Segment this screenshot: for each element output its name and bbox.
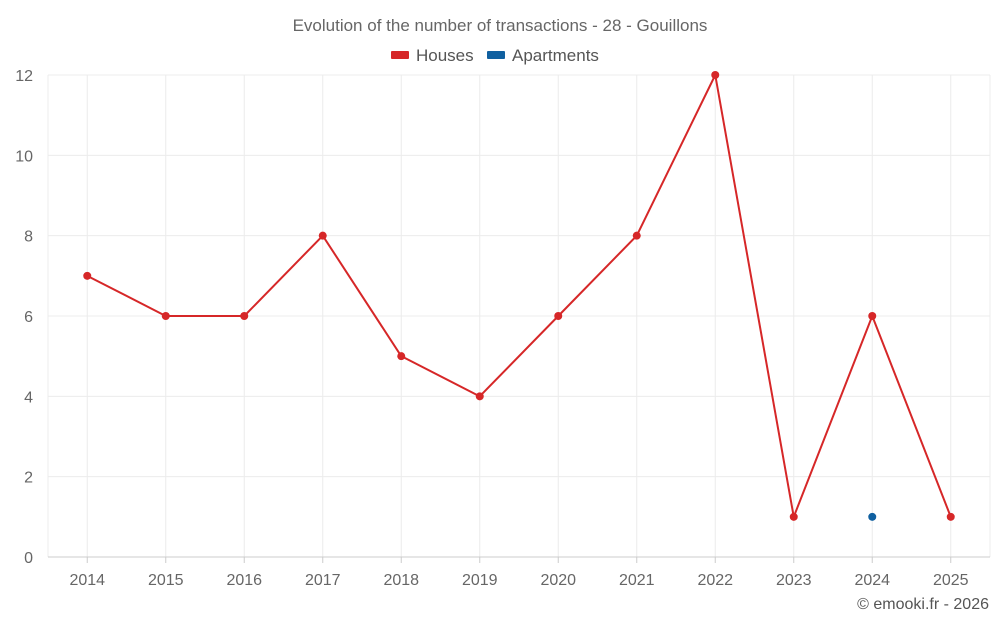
y-tick-label: 10 xyxy=(15,148,33,165)
data-point-houses[interactable] xyxy=(946,512,955,521)
data-point-houses[interactable] xyxy=(554,312,563,320)
x-tick-label: 2017 xyxy=(305,572,341,589)
x-tick-label: 2019 xyxy=(462,572,498,589)
y-tick-label: 2 xyxy=(24,470,33,487)
data-point-houses[interactable] xyxy=(789,512,798,521)
y-tick-label: 4 xyxy=(24,389,33,406)
legend-label-apartments: Apartments xyxy=(512,46,599,65)
legend: Houses Apartments xyxy=(391,46,599,65)
series-apartments xyxy=(868,512,877,521)
legend-swatch-houses xyxy=(391,51,409,59)
legend-item-apartments[interactable]: Apartments xyxy=(487,46,599,65)
x-tick-label: 2022 xyxy=(697,572,733,589)
y-tick-label: 0 xyxy=(24,550,33,567)
chart-title: Evolution of the number of transactions … xyxy=(293,16,708,35)
credit-text: © emooki.fr - 2026 xyxy=(857,596,989,613)
y-tick-label: 8 xyxy=(24,229,33,246)
series-houses xyxy=(83,71,955,521)
data-point-houses[interactable] xyxy=(240,312,249,320)
x-tick-label: 2014 xyxy=(69,572,105,589)
x-tick-label: 2024 xyxy=(854,572,890,589)
data-point-houses[interactable] xyxy=(868,312,877,320)
data-point-houses[interactable] xyxy=(83,271,92,280)
gridlines xyxy=(47,74,991,557)
data-point-houses[interactable] xyxy=(318,231,327,240)
data-point-houses[interactable] xyxy=(632,231,641,240)
x-tick-label: 2015 xyxy=(148,572,184,589)
series-layer xyxy=(83,71,955,521)
series-line-houses xyxy=(86,74,952,518)
x-axis-ticks: 2014 2015 2016 2017 2018 2019 2020 2021 2022 2023… xyxy=(69,557,969,589)
y-axis-ticks: 0 2 4 6 8 10 12 xyxy=(15,68,33,567)
data-point-houses[interactable] xyxy=(711,71,720,79)
legend-item-houses[interactable]: Houses xyxy=(391,46,474,65)
x-tick-label: 2023 xyxy=(776,572,812,589)
x-tick-label: 2025 xyxy=(933,572,969,589)
y-tick-label: 6 xyxy=(24,309,33,326)
data-point-houses[interactable] xyxy=(161,312,170,320)
x-tick-label: 2020 xyxy=(540,572,576,589)
x-tick-label: 2021 xyxy=(619,572,655,589)
legend-swatch-apartments xyxy=(487,51,505,59)
legend-label-houses: Houses xyxy=(416,46,474,65)
x-tick-label: 2018 xyxy=(383,572,419,589)
data-point-houses[interactable] xyxy=(397,352,406,361)
data-point-apartments[interactable] xyxy=(868,512,877,521)
x-tick-label: 2016 xyxy=(226,572,262,589)
data-point-houses[interactable] xyxy=(475,392,484,401)
y-tick-label: 12 xyxy=(15,68,33,85)
